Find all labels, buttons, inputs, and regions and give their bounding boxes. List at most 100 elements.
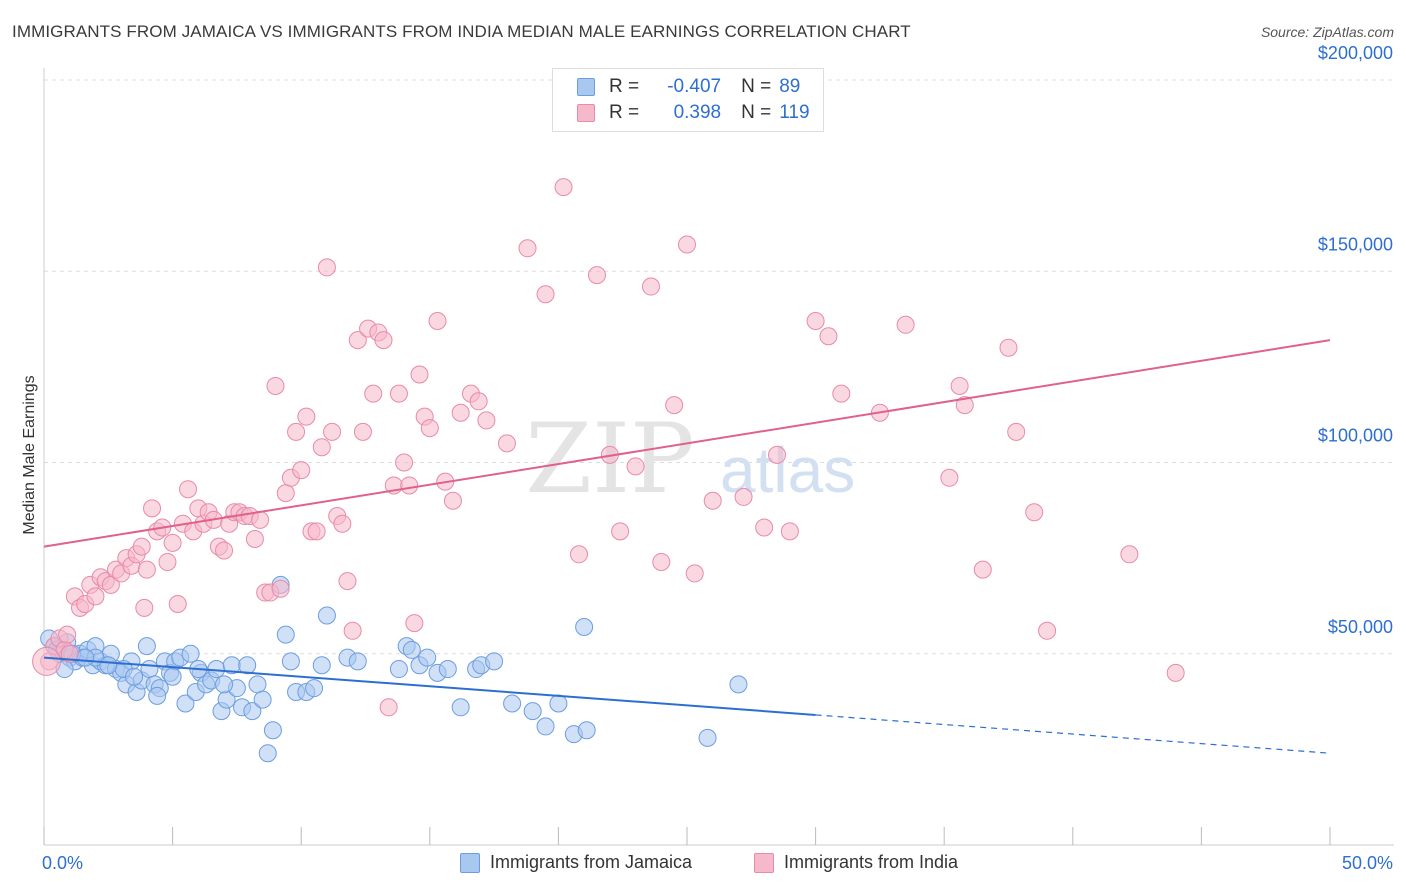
jamaica-point [215, 675, 234, 694]
india-point [276, 484, 295, 503]
india-point [832, 384, 851, 403]
jamaica-point [76, 648, 95, 667]
india-point [86, 587, 105, 606]
jamaica-trend-extension [815, 714, 1331, 754]
x-tick-label-min: 0.0% [42, 853, 83, 873]
india-point [780, 522, 799, 541]
india-point [410, 365, 429, 384]
india-point [323, 422, 342, 441]
jamaica-point [137, 637, 156, 656]
jamaica-point [503, 694, 522, 713]
india-point [554, 178, 573, 197]
india-point [1007, 422, 1026, 441]
jamaica-point [181, 644, 200, 663]
jamaica-point [536, 717, 555, 736]
y-tick-label: $100,000 [1318, 426, 1393, 446]
watermark: ZIP atlas [525, 403, 855, 515]
jamaica-trend-line [43, 656, 816, 716]
india-point [950, 377, 969, 395]
india-point [652, 552, 671, 571]
india-point [611, 522, 630, 541]
india-point [215, 541, 234, 560]
jamaica-point [317, 606, 336, 625]
jamaica-point [276, 625, 295, 644]
india-point [768, 445, 787, 464]
india-point [896, 315, 915, 334]
india-point [420, 419, 439, 438]
legend-row-jamaica: R = -0.407 N = 89 [577, 75, 800, 99]
jamaica-point [176, 694, 195, 713]
jamaica-point [451, 698, 470, 717]
y-tick-label: $150,000 [1318, 234, 1393, 254]
jamaica-point [729, 675, 748, 694]
india-point [395, 453, 414, 472]
india-point [734, 487, 753, 506]
india-point [317, 258, 336, 277]
n-label: N = [741, 102, 772, 123]
india-point [518, 239, 537, 258]
india-point [297, 407, 316, 426]
r-label: R = [609, 76, 640, 97]
india-point [312, 438, 331, 457]
jamaica-point [402, 640, 421, 659]
india-point [819, 327, 838, 346]
india-point [973, 560, 992, 579]
india-point [32, 646, 62, 676]
india-point [348, 331, 367, 350]
india-point [353, 422, 372, 441]
jamaica-point [485, 652, 504, 671]
india-point [379, 698, 398, 717]
india-point [569, 545, 588, 564]
india-point [143, 499, 162, 518]
india-point [469, 392, 488, 411]
axes [43, 68, 1394, 846]
jamaica-point [125, 667, 144, 686]
india-point [1166, 663, 1185, 682]
r-value: -0.407 [667, 76, 722, 97]
legend-item-india[interactable]: Immigrants from India [754, 852, 958, 873]
india-point [405, 614, 424, 633]
india-point [179, 480, 198, 499]
r-value: 0.398 [673, 102, 722, 123]
jamaica-point [523, 702, 542, 721]
n-value: 89 [779, 76, 801, 97]
india-point [428, 311, 447, 330]
y-tick-label: $200,000 [1318, 43, 1393, 63]
x-tick-label-max: 50.0% [1342, 853, 1393, 873]
legend-label-jamaica: Immigrants from Jamaica [490, 852, 693, 872]
jamaica-point [281, 652, 300, 671]
jamaica-legend-swatch [460, 852, 480, 873]
jamaica-point [549, 694, 568, 713]
n-label: N = [741, 76, 772, 97]
jamaica-point [238, 656, 257, 675]
india-point [60, 644, 79, 663]
jamaica-point [163, 667, 182, 686]
india-point [135, 598, 154, 617]
india-point [245, 530, 264, 548]
n-value: 119 [779, 102, 810, 123]
india-point [158, 552, 177, 571]
india-point [287, 422, 306, 441]
jamaica-point [575, 617, 594, 636]
india-point [755, 518, 774, 537]
legend-row-india: R = 0.398 N = 119 [577, 101, 810, 125]
legend-label-india: Immigrants from India [784, 852, 959, 872]
legend-item-jamaica[interactable]: Immigrants from Jamaica [460, 852, 692, 873]
jamaica-point [253, 690, 272, 709]
india-trend-line [43, 339, 1331, 548]
india-point [1120, 545, 1139, 564]
india-point [806, 311, 825, 330]
jamaica-point [698, 728, 717, 747]
india-point [587, 266, 606, 285]
jamaica-point [577, 721, 596, 740]
jamaica-point [248, 675, 267, 694]
india-point [343, 621, 362, 640]
india-point [137, 560, 156, 579]
india-point [132, 537, 151, 556]
india-point [400, 476, 419, 495]
india-point [364, 384, 383, 403]
jamaica-swatch [577, 78, 595, 96]
chart-title: IMMIGRANTS FROM JAMAICA VS IMMIGRANTS FR… [12, 22, 911, 41]
india-point [374, 331, 393, 350]
